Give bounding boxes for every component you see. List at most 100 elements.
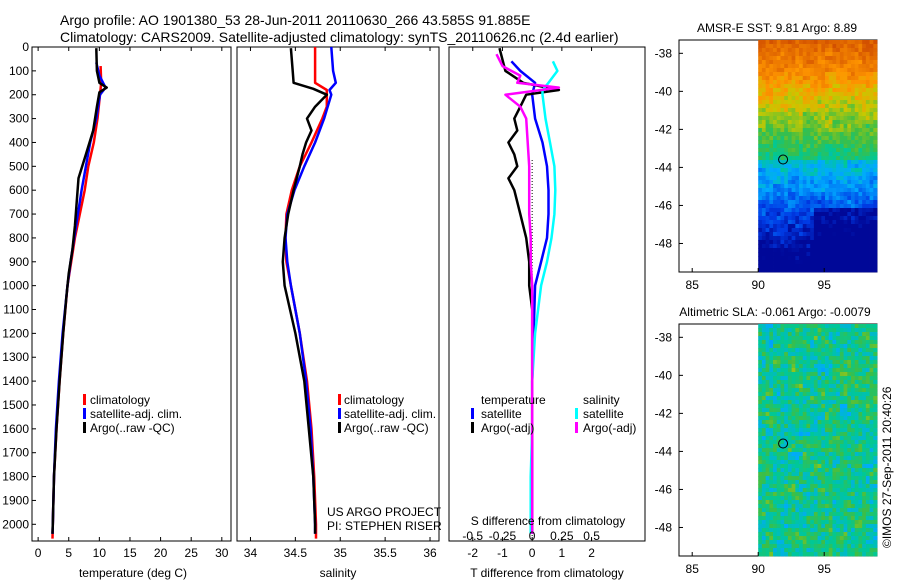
heatmap-cell [865,236,870,241]
heatmap-cell [873,552,878,557]
heatmap-cell [847,424,852,429]
heatmap-cell [839,344,844,349]
heatmap-cell [836,472,841,477]
heatmap-cell [858,340,863,345]
heatmap-cell [806,488,811,493]
heatmap-cell [851,484,856,489]
heatmap-cell [780,208,785,213]
heatmap-cell [825,428,830,433]
heatmap-cell [821,184,826,189]
heatmap-cell [862,332,867,337]
heatmap-cell [799,60,804,65]
temperature-x-axis: 0 5 10 15 20 25 30 [35,47,229,560]
heatmap-cell [836,160,841,165]
title-line-2: Climatology: CARS2009. Satellite-adjuste… [60,29,618,45]
heatmap-cell [795,512,800,517]
heatmap-cell [787,456,793,461]
heatmap-cell [851,188,856,193]
heatmap-cell [843,392,848,397]
heatmap-cell [773,216,778,221]
heatmap-cell [825,456,830,461]
heatmap-cell [865,48,870,53]
heatmap-cell [832,172,837,177]
heatmap-cell [787,80,793,85]
difference-legend: temperature salinity satellite Argo(-adj… [471,393,636,435]
heatmap-cell [851,96,856,101]
heatmap-cell [851,244,856,249]
heatmap-cell [765,324,770,329]
heatmap-cell [873,504,878,509]
heatmap-cell [780,496,785,501]
heatmap-cell [769,532,774,537]
heatmap-cell [773,240,778,245]
heatmap-cell [776,56,781,61]
heatmap-cell [836,476,841,481]
heatmap-cell [776,112,781,117]
heatmap-cell [821,460,826,465]
heatmap-cell [761,92,767,97]
heatmap-cell [799,240,804,245]
heatmap-cell [854,184,859,189]
heatmap-cell [806,260,811,265]
heatmap-cell [780,408,785,413]
heatmap-cell [769,156,774,161]
heatmap-cell [813,492,818,497]
heatmap-cell [791,460,796,465]
heatmap-cell [825,172,830,177]
heatmap-cell [817,480,822,485]
heatmap-cell [784,552,789,557]
heatmap-cell [832,340,837,345]
heatmap-cell [769,44,774,49]
heatmap-cell [802,224,807,229]
heatmap-cell [773,332,778,337]
heatmap-cell [851,360,856,365]
heatmap-cell [828,72,833,77]
heatmap-cell [873,360,878,365]
heatmap-cell [865,356,870,361]
heatmap-cell [802,324,807,329]
heatmap-cell [839,204,844,209]
heatmap-cell [869,484,874,489]
heatmap-cell [847,464,852,469]
heatmap-cell [869,268,874,273]
heatmap-cell [821,344,826,349]
heatmap-cell [825,196,830,201]
heatmap-cell [765,100,770,105]
heatmap-cell [843,136,848,141]
heatmap-cell [806,420,811,425]
heatmap-cell [773,220,778,225]
heatmap-cell [758,416,763,421]
heatmap-cell [825,524,830,529]
heatmap-cell [821,448,826,453]
heatmap-cell [832,136,837,141]
heatmap-cell [758,220,763,225]
heatmap-cell [828,268,833,273]
heatmap-cell [761,464,767,469]
heatmap-cell [836,468,841,473]
heatmap-cell [791,448,796,453]
heatmap-cell [810,404,815,409]
heatmap-cell [854,476,859,481]
heatmap-cell [821,400,826,405]
heatmap-cell [780,392,785,397]
heatmap-cell [854,236,859,241]
heatmap-cell [862,140,867,145]
heatmap-cell [821,260,826,265]
heatmap-cell [851,204,856,209]
heatmap-cell [858,464,863,469]
heatmap-cell [791,492,796,497]
heatmap-cell [791,504,796,509]
heatmap-cell [776,220,781,225]
heatmap-cell [843,228,848,233]
heatmap-cell [795,88,800,93]
heatmap-cell [862,524,867,529]
heatmap-cell [821,516,826,521]
heatmap-cell [813,48,818,53]
heatmap-cell [765,496,770,501]
heatmap-cell [873,440,878,445]
heatmap-cell [784,252,789,257]
heatmap-cell [799,164,804,169]
heatmap-cell [817,368,822,373]
heatmap-cell [836,340,841,345]
